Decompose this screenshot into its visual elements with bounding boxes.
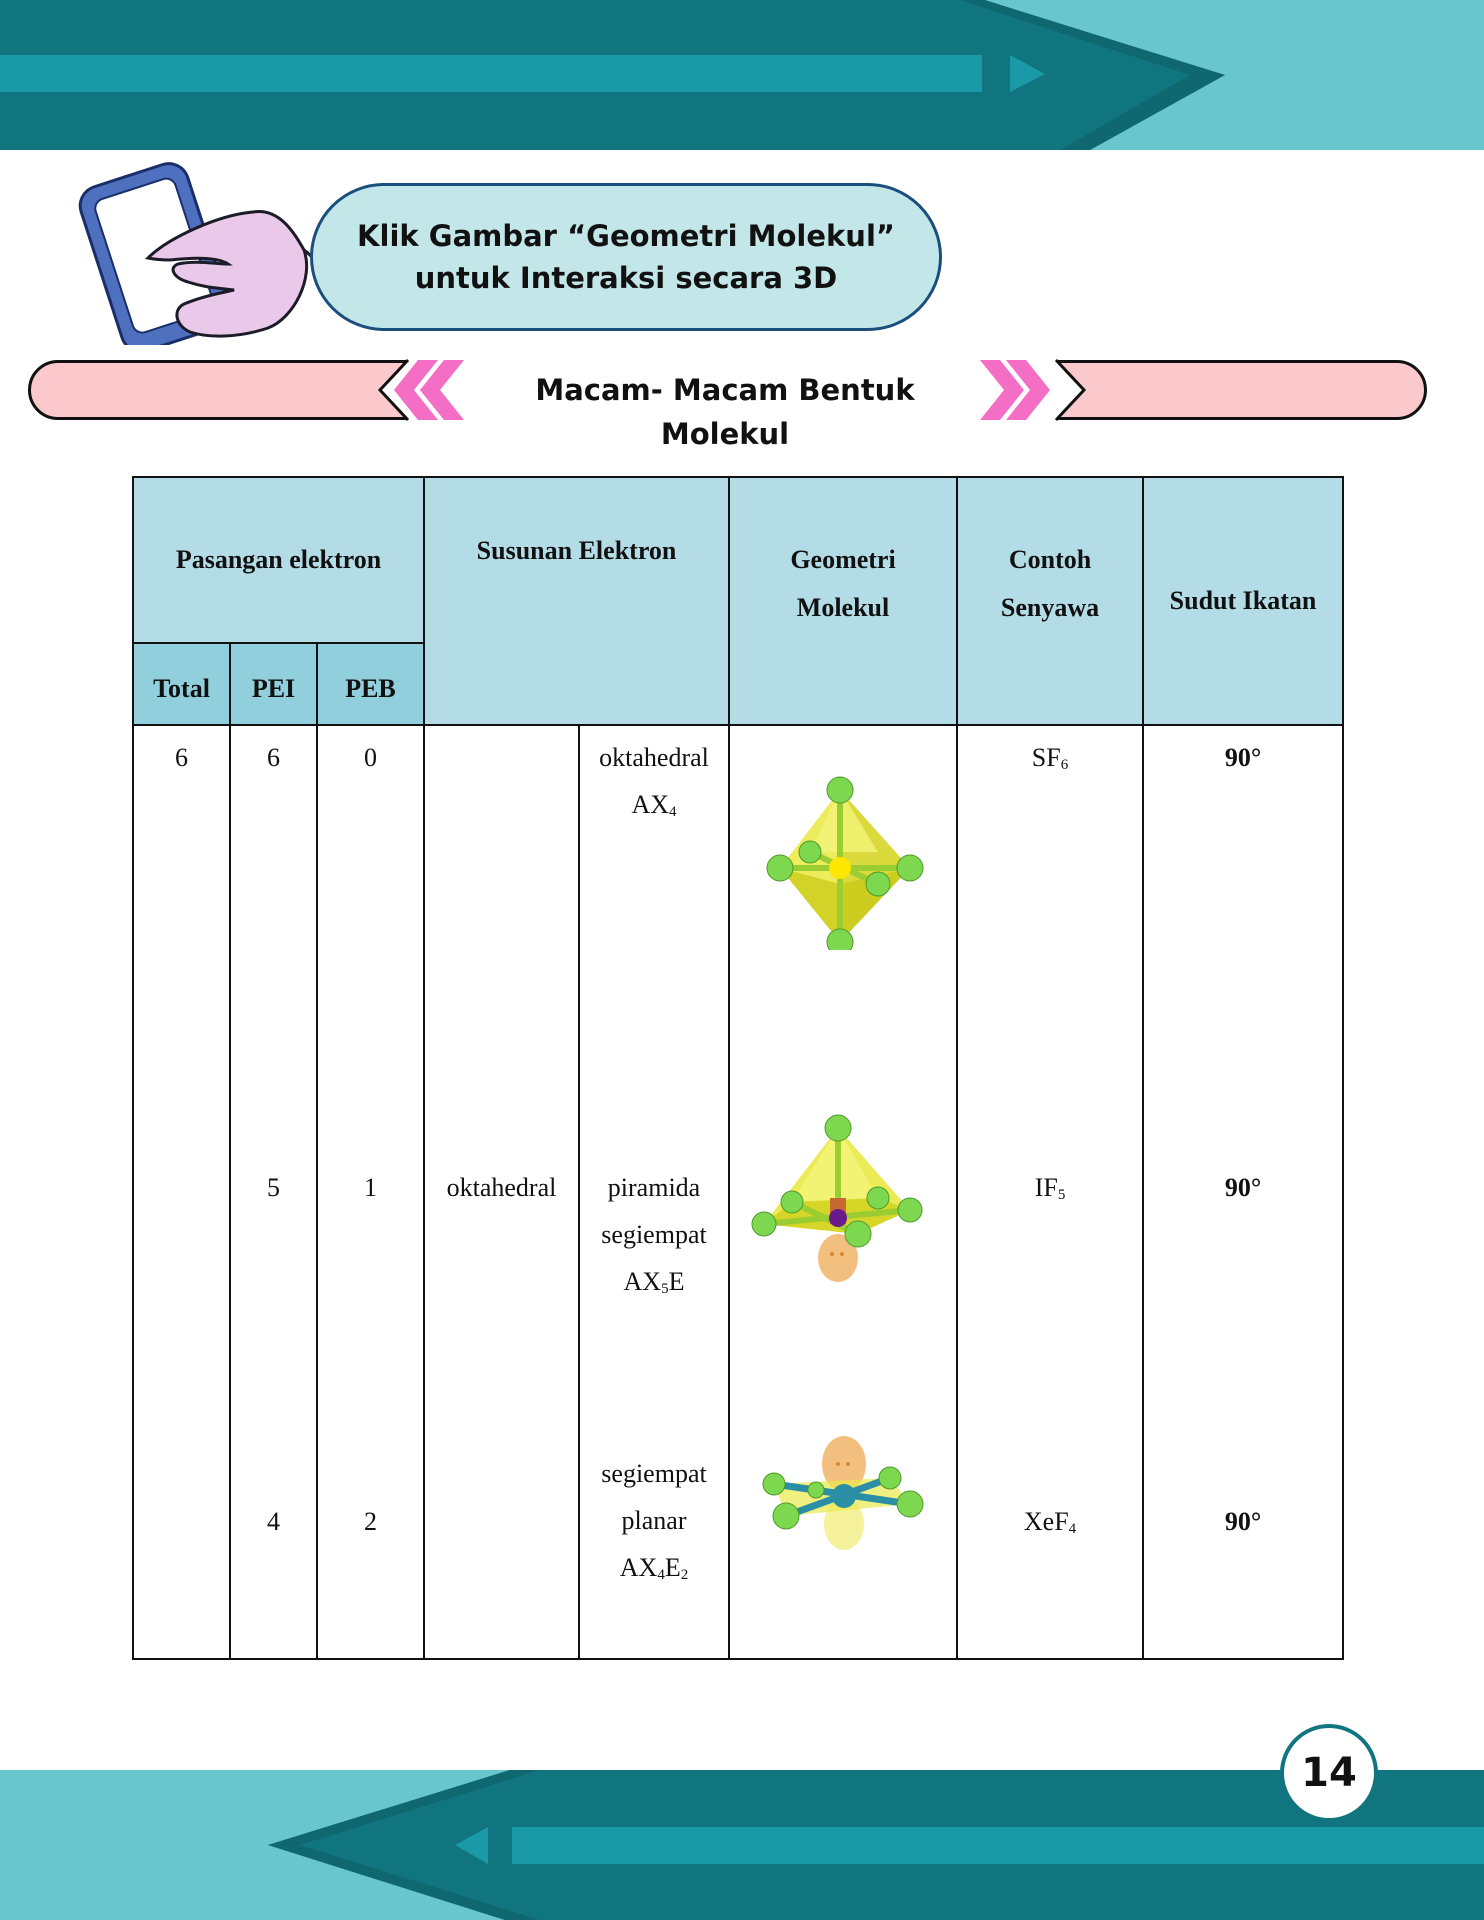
header-peb: PEB <box>316 642 425 726</box>
compound-xef4: XeF4 <box>1023 1507 1077 1537</box>
touch-hand-icon <box>78 162 318 345</box>
header-total: Total <box>132 642 231 726</box>
page-number-badge: 14 <box>1280 1724 1378 1822</box>
cell-geometry-images <box>728 724 959 1660</box>
header-susunan-elektron: Susunan Elektron <box>422 476 731 726</box>
bond-angle: 90° <box>1224 743 1262 772</box>
square-pyramidal-molecule-icon[interactable] <box>750 1106 940 1286</box>
callout-line-1: Klik Gambar “Geometri Molekul” <box>357 219 895 253</box>
cell-compound-column: SF6 IF5 XeF4 <box>956 724 1145 1660</box>
pei-value: 6 <box>267 743 280 772</box>
peb-value: 2 <box>364 1507 377 1536</box>
ribbon-left-bar <box>28 360 408 420</box>
header-pasangan-elektron: Pasangan elektron <box>132 476 425 644</box>
callout-line-2: untuk Interaksi secara 3D <box>414 261 838 295</box>
cell-susunan: oktahedral <box>423 724 580 1660</box>
octahedral-molecule-icon[interactable] <box>750 760 940 950</box>
header-contoh-senyawa: Contoh Senyawa <box>956 476 1145 726</box>
cell-total: 6 <box>132 724 231 1660</box>
top-banner <box>0 0 1484 150</box>
header-pei: PEI <box>229 642 318 726</box>
header-sudut-ikatan: Sudut Ikatan <box>1142 476 1345 726</box>
pei-value: 4 <box>267 1507 280 1536</box>
square-planar-molecule-icon[interactable] <box>760 1420 940 1570</box>
chevron-right-icon <box>980 360 1050 420</box>
compound-sf6: SF6 <box>1031 743 1069 773</box>
cell-pei-column: 6 5 4 <box>229 724 318 1660</box>
bond-angle: 90° <box>1224 1507 1262 1536</box>
header-geometri-molekul: Geometri Molekul <box>728 476 959 726</box>
ribbon-right-bar <box>1053 360 1427 420</box>
shape-name-square-planar: segiempat planar AX4E2 <box>601 1459 707 1583</box>
molecule-shapes-table: Pasangan elektron Susunan Elektron Geome… <box>132 476 1345 1660</box>
peb-value: 1 <box>364 1173 377 1202</box>
cell-angle-column: 90° 90° 90° <box>1142 724 1345 1660</box>
susunan-value: oktahedral <box>446 1173 557 1202</box>
callout-box: Klik Gambar “Geometri Molekul” untuk Int… <box>310 183 942 331</box>
chevron-left-icon <box>394 360 464 420</box>
shape-name-square-pyramidal: piramida segiempat AX5E <box>601 1173 707 1297</box>
pei-value: 5 <box>267 1173 280 1202</box>
bottom-banner <box>0 1770 1484 1920</box>
compound-if5: IF5 <box>1034 1173 1066 1203</box>
section-title: Macam- Macam Bentuk Molekul <box>535 373 915 451</box>
bond-angle: 90° <box>1224 1173 1262 1202</box>
cell-shape-column: oktahedral AX4 piramida segiempat AX5E s… <box>577 724 731 1660</box>
shape-name-octahedral: oktahedral AX4 <box>599 743 709 820</box>
peb-value: 0 <box>364 743 377 772</box>
cell-peb-column: 0 1 2 <box>316 724 425 1660</box>
